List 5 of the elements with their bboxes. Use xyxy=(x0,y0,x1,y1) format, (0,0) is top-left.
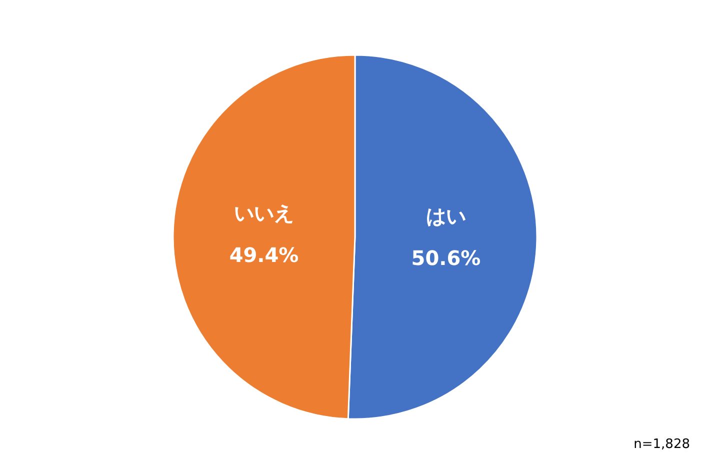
slice-label: いいえ xyxy=(234,200,294,225)
data-label: 50.6% xyxy=(411,246,481,270)
data-label: 49.4% xyxy=(229,242,299,267)
slice-label: はい xyxy=(426,204,466,228)
text: n=1,828 xyxy=(634,437,690,452)
